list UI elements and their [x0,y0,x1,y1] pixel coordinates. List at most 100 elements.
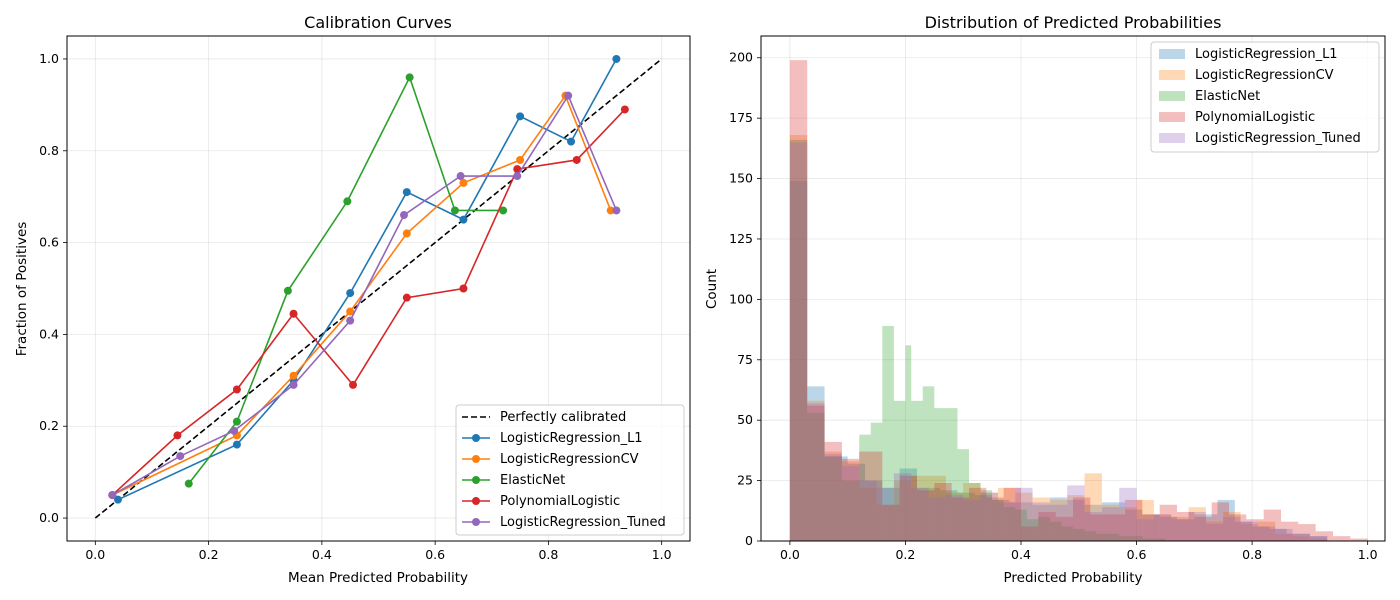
data-point [516,112,525,121]
legend: Perfectly calibrated LogisticRegression_L… [455,404,685,536]
histogram-bar [1263,509,1281,541]
histogram-bar [1223,516,1241,541]
histogram-bar [1032,504,1050,541]
histogram-bar [1171,519,1189,541]
y-tick-label: 100 [729,291,753,306]
histogram-bar [934,408,946,541]
histogram-bar [1188,512,1206,541]
axes: 0.0 0.2 0.4 0.6 0.8 1.0 0.0 0.2 0.4 0.6 0.8 1.0 [39,35,691,562]
histogram-bar [1205,521,1224,541]
histogram-bar [1015,509,1027,541]
data-point [459,284,468,293]
histogram-bar [882,504,900,541]
x-tick-label: 1.0 [652,547,672,562]
data-point [612,54,621,63]
histogram-bar [841,461,860,541]
chart-title: Distribution of Predicted Probabilities [925,13,1222,32]
histogram-bar [1309,538,1328,541]
histogram-bar [1315,531,1333,541]
histogram-bar [870,422,883,541]
histogram-bar [807,403,825,541]
x-axis-label: Predicted Probability [1003,570,1142,586]
y-axis-label: Count [704,269,720,309]
legend-box [1150,41,1380,153]
legend-label: LogisticRegressionCV [500,452,639,467]
histogram-bar [1107,533,1120,541]
axes-frame [66,35,691,542]
histogram-bar [997,487,1016,541]
histogram-bar [1309,536,1328,541]
perfect-calibration-line [94,58,663,519]
histogram-bar [1084,531,1097,541]
histogram-bar [789,142,808,541]
histogram-bar [911,487,929,541]
histogram-bar [1032,497,1050,541]
histogram-bar [992,499,1004,541]
histogram-bar [922,386,935,541]
legend-swatch [1159,133,1185,143]
histogram-bar [1142,538,1154,541]
data-point [346,307,355,316]
data-point [184,479,193,488]
histogram-bar [1223,512,1241,541]
y-tick-label: 0.6 [39,235,59,250]
histogram-bar [789,180,808,541]
histogram-bar [1153,514,1172,541]
histogram-bar [1038,516,1050,541]
histogram-bar [980,490,993,541]
histogram-bar [824,451,842,541]
legend-label: ElasticNet [500,473,565,488]
histogram-bar [1211,502,1229,541]
x-tick-label: 1.0 [1358,547,1378,562]
histogram-bar [824,441,842,541]
legend-label: PolynomialLogistic [1195,110,1315,125]
x-tick-label: 0.4 [312,547,332,562]
histogram-bar [807,405,825,541]
axes: 0.0 0.2 0.4 0.6 0.8 1.0 0 25 50 75 100 125 150 175 200 [729,35,1386,562]
data-point [405,73,414,82]
legend-label: LogisticRegression_L1 [500,431,643,446]
histogram-bar [986,497,1004,541]
y-tick-label: 200 [729,50,753,65]
histogram-bar [1234,521,1253,541]
histogram-bar [1281,521,1299,541]
histogram-bar [963,483,981,541]
histogram-bar [1009,502,1033,541]
histogram-bar [917,487,941,541]
histogram-bar [1246,519,1264,541]
histogram-bar [1142,514,1160,541]
legend-box [455,404,685,536]
data-point [232,417,241,426]
histogram-bar [1015,487,1033,541]
plot-area [789,60,1368,541]
histogram-bar [882,325,894,541]
x-axis-label: Mean Predicted Probability [288,570,468,586]
data-point [176,452,185,461]
histogram-bar [1136,519,1154,541]
histogram-bar [969,483,981,541]
histogram-bar [1229,514,1247,541]
histogram-bar [1177,512,1195,541]
x-tick-label: 0.4 [1011,547,1031,562]
histogram-bar [1049,521,1062,541]
x-tick-label: 0.6 [1127,547,1147,562]
histogram-bar [1350,538,1368,541]
histogram-bar [1084,473,1102,541]
histogram-bar [1084,512,1102,541]
histogram-bar [789,60,808,541]
data-point [346,289,355,298]
histogram-bar [824,456,842,541]
histogram-bar [1309,536,1328,541]
histogram-bar [1125,509,1143,541]
y-tick-label: 75 [737,352,753,367]
histogram-bar [1119,536,1131,541]
histogram-bar [1061,526,1073,541]
y-tick-label: 0.4 [39,326,59,341]
histogram-bar [911,475,929,541]
data-point [289,371,298,380]
histogram-bar [1119,487,1137,541]
legend-label: LogisticRegression_Tuned [1195,131,1361,146]
histogram-bar [945,495,964,541]
y-tick-label: 175 [729,110,753,125]
